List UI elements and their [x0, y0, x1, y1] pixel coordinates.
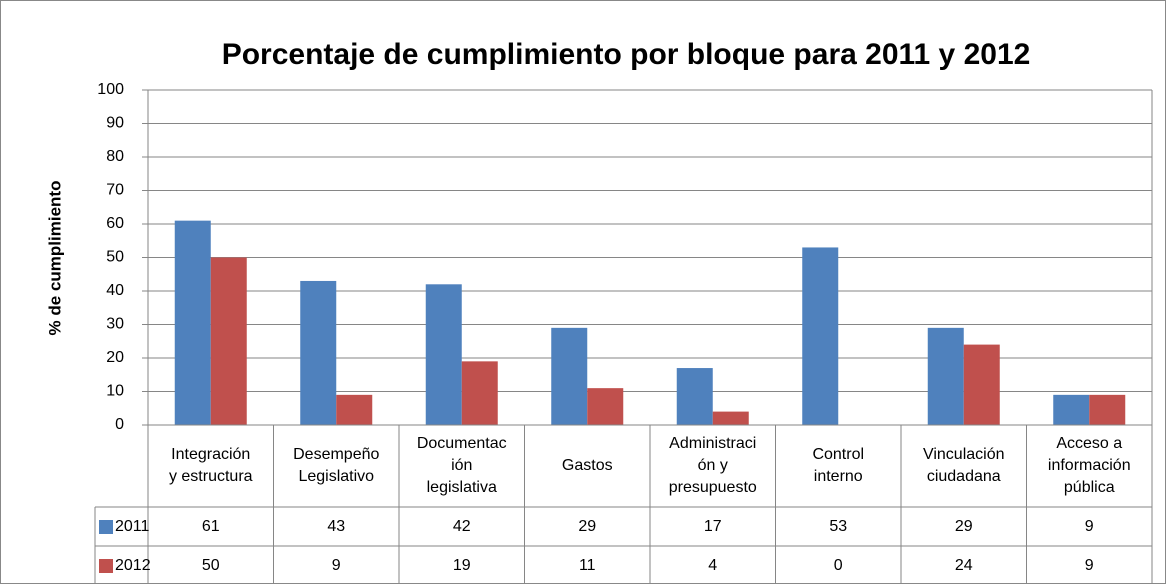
table-value: 29	[578, 518, 596, 535]
y-tick-label: 30	[106, 316, 124, 333]
x-tick-label: Vinculación ciudadana	[923, 446, 1005, 485]
legend-label: 2011	[115, 518, 150, 535]
table-value: 0	[834, 557, 843, 574]
bar	[1053, 394, 1090, 425]
table-value: 9	[1085, 557, 1094, 574]
table-value: 50	[202, 557, 220, 574]
table-value: 42	[453, 518, 471, 535]
y-tick-label: 20	[106, 349, 124, 366]
table-value: 29	[955, 518, 973, 535]
x-tick-label: Control interno	[812, 446, 864, 485]
x-tick-label: Documentac ión legislativa	[417, 435, 507, 496]
y-tick-label: 60	[106, 215, 124, 232]
x-tick-label: Acceso a información pública	[1048, 435, 1131, 496]
bar	[587, 388, 624, 425]
table-value: 9	[1085, 518, 1094, 535]
table-value: 53	[829, 518, 847, 535]
bar	[551, 327, 588, 425]
table-value: 43	[327, 518, 345, 535]
y-tick-label: 70	[106, 182, 124, 199]
bar	[425, 284, 462, 425]
bar	[336, 394, 373, 425]
legend-key	[99, 559, 113, 573]
x-tick-label: Gastos	[562, 457, 613, 474]
bar	[963, 344, 1000, 425]
table-value: 61	[202, 518, 220, 535]
bar	[802, 247, 839, 425]
y-tick-label: 40	[106, 282, 124, 299]
legend-label: 2012	[115, 557, 151, 574]
table-value: 17	[704, 518, 722, 535]
y-tick-label: 10	[106, 383, 124, 400]
bar	[1089, 394, 1126, 425]
y-axis-label: % de cumplimiento	[45, 181, 64, 336]
bar	[676, 368, 713, 425]
table-value: 24	[955, 557, 973, 574]
y-tick-label: 90	[106, 115, 124, 132]
x-tick-label: Desempeño Legislativo	[293, 446, 379, 485]
table-value: 19	[453, 557, 471, 574]
y-tick-label: 0	[115, 416, 124, 433]
bar	[461, 361, 498, 425]
chart-title: Porcentaje de cumplimiento por bloque pa…	[222, 38, 1031, 71]
bar	[174, 220, 211, 425]
bar	[712, 411, 749, 425]
bar	[300, 280, 337, 425]
y-tick-label: 80	[106, 148, 124, 165]
y-tick-label: 50	[106, 249, 124, 266]
x-tick-label: Administraci ón y presupuesto	[669, 435, 757, 496]
bar	[210, 257, 247, 425]
y-tick-label: 100	[97, 81, 124, 98]
table-value: 11	[579, 557, 596, 574]
table-value: 4	[708, 557, 717, 574]
x-tick-label: Integración y estructura	[169, 446, 253, 485]
table-value: 9	[332, 557, 341, 574]
bar	[927, 327, 964, 425]
legend-key	[99, 520, 113, 534]
